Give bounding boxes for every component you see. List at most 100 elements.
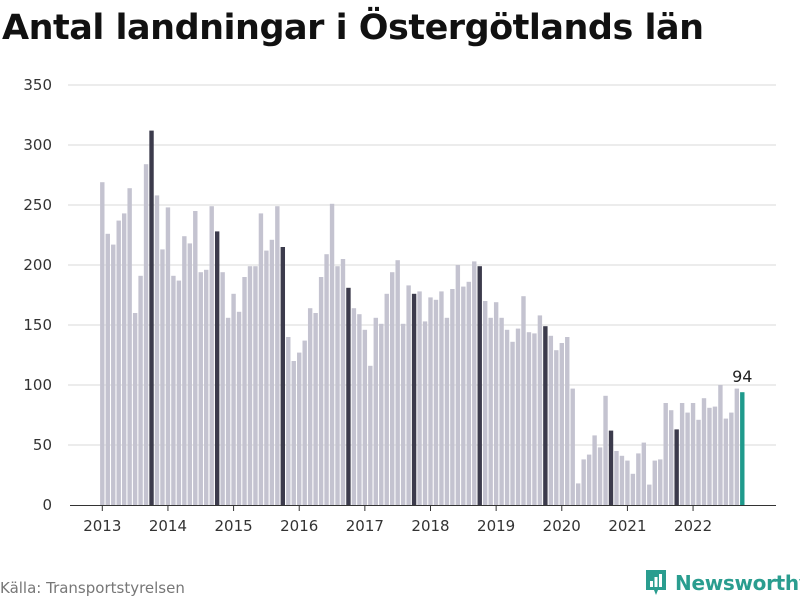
bar (318, 277, 324, 505)
y-tick-label: 350 (23, 76, 52, 94)
bar (198, 272, 203, 505)
bar (171, 275, 176, 505)
bar (411, 293, 417, 505)
bar (340, 259, 346, 505)
x-tick-label: 2016 (280, 517, 318, 535)
bar (269, 239, 275, 506)
bar (324, 254, 329, 505)
bar (214, 231, 220, 505)
bar (674, 429, 679, 505)
bar (559, 343, 564, 505)
brand-name: Newsworthy (675, 571, 800, 595)
x-tick-label: 2013 (83, 517, 121, 535)
bar (701, 398, 707, 505)
bar (100, 182, 105, 505)
bar (390, 272, 395, 505)
bar (685, 412, 690, 505)
bar (636, 453, 641, 505)
bar (477, 266, 482, 505)
bar (483, 301, 488, 505)
bar (472, 261, 477, 505)
bar (532, 333, 537, 505)
bar (154, 195, 160, 505)
bar (734, 388, 740, 505)
bar (182, 236, 187, 505)
bar (543, 326, 548, 505)
bar (707, 407, 712, 505)
bar (242, 277, 247, 505)
latest-value-label: 94 (732, 367, 752, 386)
y-tick-label: 300 (23, 136, 52, 154)
x-tick-label: 2021 (608, 517, 646, 535)
data-labels: 94 (732, 367, 752, 386)
x-axis: 2013 2014 2015 2016 2017 2018 2019 2020 2021 2022 (70, 505, 776, 535)
bar (696, 419, 701, 505)
bar (258, 213, 264, 505)
bar (614, 451, 619, 505)
bar (641, 442, 647, 505)
chart-title: Antal landningar i Östergötlands län (2, 8, 704, 48)
bar (121, 213, 127, 505)
bar (160, 249, 165, 505)
bar (466, 281, 471, 505)
bar (297, 352, 302, 505)
bar (647, 484, 652, 505)
bar (335, 266, 340, 505)
bar-chart-logo-icon (646, 570, 666, 595)
bar (275, 206, 280, 505)
bar (132, 313, 138, 505)
bar (127, 188, 132, 505)
bar (357, 314, 362, 505)
bar (400, 323, 406, 505)
bar (455, 265, 461, 505)
bar (652, 460, 657, 505)
y-axis-ticks: 0 50 100 150 200 250 300 350 (23, 76, 52, 514)
bar (247, 266, 253, 505)
bar (384, 293, 389, 505)
bar (329, 203, 335, 506)
bar (116, 220, 121, 505)
bar (575, 483, 581, 505)
bar (313, 313, 318, 505)
bar (176, 280, 182, 505)
bar (461, 286, 466, 505)
bar (619, 455, 625, 505)
bar (718, 385, 723, 505)
bar (165, 207, 171, 505)
bar (280, 247, 286, 505)
bar (625, 460, 630, 505)
bar (597, 447, 603, 505)
bar (630, 473, 636, 505)
bar (712, 406, 718, 505)
bar (236, 311, 242, 505)
bar (729, 412, 734, 505)
bar (515, 328, 521, 505)
x-tick-label: 2020 (543, 517, 581, 535)
bar (668, 410, 674, 505)
bar (428, 297, 433, 505)
y-tick-label: 50 (33, 436, 52, 454)
bar (679, 403, 685, 505)
x-tick-label: 2019 (477, 517, 515, 535)
y-tick-label: 0 (42, 496, 52, 514)
bar (608, 430, 614, 505)
bar (537, 315, 543, 505)
x-tick-label: 2014 (149, 517, 187, 535)
bar (406, 285, 411, 505)
bar (499, 317, 504, 505)
bar (143, 164, 149, 505)
bar (204, 269, 209, 505)
bar (220, 272, 225, 505)
bar (488, 317, 493, 505)
bar (658, 459, 663, 505)
bar (379, 323, 384, 505)
bar (493, 302, 499, 505)
bar (510, 341, 515, 505)
bar (231, 293, 236, 505)
bar (422, 321, 428, 505)
bar (286, 337, 291, 505)
bar (302, 340, 307, 505)
bar (193, 211, 198, 505)
bar (346, 287, 351, 505)
bar (526, 332, 532, 505)
